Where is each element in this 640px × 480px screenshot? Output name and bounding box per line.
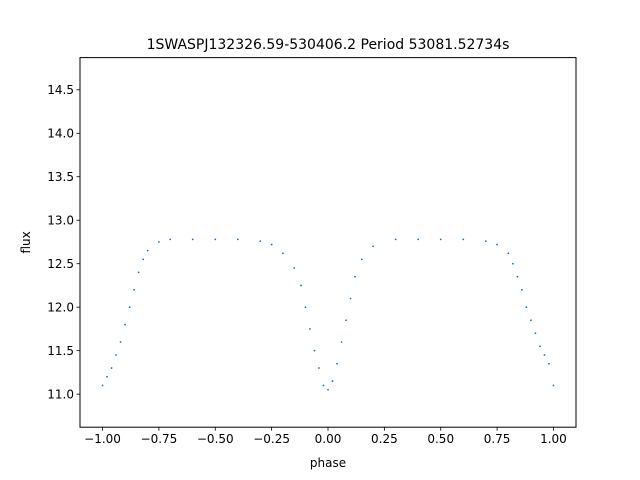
x-tick-label: −0.50 [197, 432, 234, 446]
data-point [158, 241, 160, 243]
data-point [534, 332, 537, 335]
x-tick-label: 0.50 [427, 432, 454, 446]
data-point [349, 297, 352, 300]
chart-title: 1SWASPJ132326.59-530406.2 Period 53081.5… [147, 37, 510, 53]
y-axis-label: flux [19, 231, 33, 253]
y-tick-label: 11.0 [47, 387, 74, 401]
data-point [543, 354, 546, 356]
data-point [124, 323, 126, 326]
data-points [101, 238, 555, 391]
data-point [191, 238, 194, 241]
data-point [293, 267, 296, 269]
data-point [115, 354, 117, 356]
data-point [439, 238, 442, 241]
x-tick-label: −0.75 [141, 432, 178, 446]
data-point [507, 252, 510, 255]
data-point [300, 284, 302, 287]
data-point [322, 384, 325, 387]
x-axis: −1.00 −0.75 −0.50 −0.25 0.00 0.25 0.50 0.75 1.00 [84, 427, 567, 446]
data-point [360, 258, 363, 261]
data-point [137, 271, 140, 274]
data-point [525, 306, 528, 309]
data-point [309, 328, 311, 330]
data-point [327, 388, 329, 391]
data-point [236, 238, 239, 241]
y-tick-label: 14.5 [47, 83, 74, 97]
data-point [394, 238, 397, 241]
data-point [169, 238, 172, 241]
data-point [484, 240, 487, 243]
x-tick-label: −0.25 [253, 432, 290, 446]
x-tick-label: 1.00 [540, 432, 567, 446]
x-tick-label: 0.25 [371, 432, 398, 446]
y-axis: 11.0 11.5 12.0 12.5 13.0 13.5 14.0 14.5 [47, 83, 80, 401]
data-point [313, 349, 316, 352]
data-point [133, 288, 136, 291]
x-tick-label: 0.75 [484, 432, 511, 446]
data-point [282, 252, 284, 255]
data-point [142, 258, 145, 261]
data-point [214, 238, 217, 241]
data-point [336, 362, 338, 365]
data-point [552, 384, 555, 387]
x-axis-label: phase [310, 456, 346, 470]
data-point [340, 341, 343, 343]
data-point [101, 384, 104, 387]
data-point [119, 341, 122, 343]
y-tick-label: 12.5 [47, 257, 74, 271]
data-point [462, 238, 465, 241]
data-point [417, 238, 420, 241]
data-point [496, 243, 498, 246]
data-point [304, 306, 307, 309]
data-point [146, 249, 149, 252]
data-point [128, 306, 131, 309]
data-point [520, 288, 523, 291]
data-point [345, 319, 347, 322]
y-tick-label: 13.0 [47, 214, 74, 228]
data-point [530, 319, 532, 322]
data-point [516, 275, 519, 278]
data-point [259, 240, 262, 243]
data-point [548, 362, 550, 365]
data-point [511, 262, 514, 265]
data-point [270, 243, 273, 246]
data-point [354, 275, 356, 278]
data-point [106, 375, 108, 378]
x-tick-label: 0.00 [315, 432, 342, 446]
data-point [539, 345, 541, 348]
data-point [372, 245, 374, 248]
data-point [331, 380, 334, 383]
data-point [110, 367, 113, 369]
y-tick-label: 11.5 [47, 344, 74, 358]
x-tick-label: −1.00 [84, 432, 121, 446]
y-tick-label: 12.0 [47, 300, 74, 314]
data-point [318, 367, 320, 369]
y-tick-label: 13.5 [47, 170, 74, 184]
y-tick-label: 14.0 [47, 127, 74, 141]
